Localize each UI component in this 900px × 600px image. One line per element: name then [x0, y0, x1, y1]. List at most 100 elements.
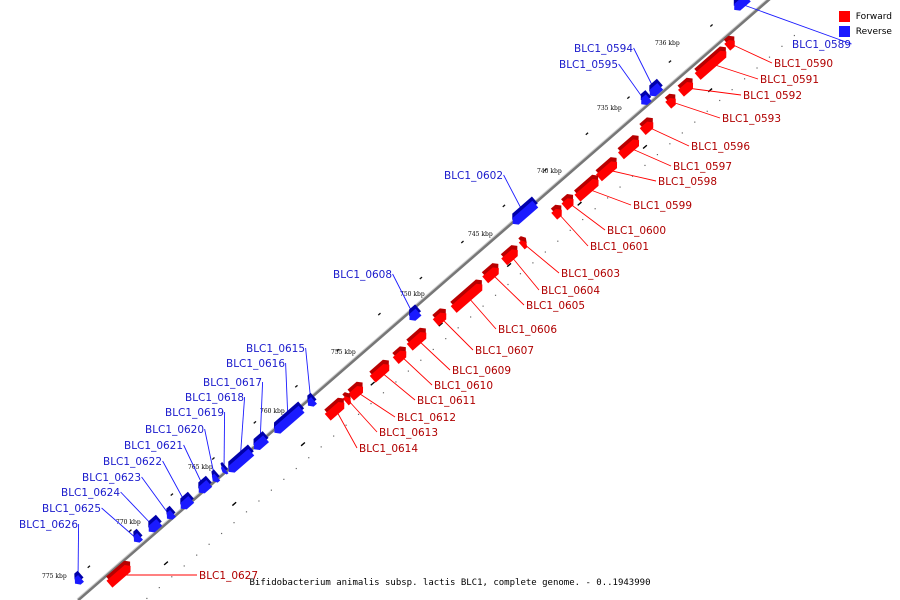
- gene-blc1-0618[interactable]: [223, 444, 256, 476]
- gene-blc1-0589[interactable]: [729, 0, 753, 13]
- gene-label-blc1-0618[interactable]: BLC1_0618: [185, 392, 244, 404]
- gene-blc1-0600[interactable]: [559, 191, 578, 211]
- gene-blc1-0601[interactable]: [549, 202, 567, 220]
- gene-blc1-0595[interactable]: [636, 90, 654, 108]
- gene-label-blc1-0627[interactable]: BLC1_0627: [199, 570, 258, 582]
- gene-label-blc1-0625[interactable]: BLC1_0625: [42, 503, 101, 515]
- gene-blc1-0612[interactable]: [346, 379, 368, 401]
- gene-label-blc1-0611[interactable]: BLC1_0611: [417, 395, 476, 407]
- gene-blc1-0623[interactable]: [162, 505, 178, 522]
- gene-blc1-0620[interactable]: [207, 469, 222, 484]
- gene-blc1-0611[interactable]: [367, 357, 394, 383]
- gene-blc1-0596[interactable]: [637, 115, 658, 135]
- gene-label-blc1-0615[interactable]: BLC1_0615: [246, 343, 305, 355]
- gene-label-blc1-0603[interactable]: BLC1_0603: [561, 268, 620, 280]
- gene-blc1-0590[interactable]: [722, 33, 740, 51]
- gene-label-blc1-0608[interactable]: BLC1_0608: [333, 269, 392, 281]
- gene-blc1-0624[interactable]: [143, 514, 164, 535]
- gene-blc1-0597[interactable]: [616, 132, 644, 160]
- gene-blc1-0614[interactable]: [322, 395, 349, 421]
- gene-label-blc1-0626[interactable]: BLC1_0626: [19, 519, 78, 531]
- gene-label-blc1-0616[interactable]: BLC1_0616: [226, 358, 285, 370]
- minor-tick: [694, 121, 696, 123]
- gene-label-blc1-0598[interactable]: BLC1_0598: [658, 176, 717, 188]
- gene-label-blc1-0609[interactable]: BLC1_0609: [452, 365, 511, 377]
- gene-label-blc1-0590[interactable]: BLC1_0590: [774, 58, 833, 70]
- minor-tick: [607, 197, 609, 199]
- gene-blc1-0615[interactable]: [303, 392, 319, 409]
- gene-label-blc1-0591[interactable]: BLC1_0591: [760, 74, 819, 86]
- tick-layer: 736 kbp 735 kbp 740 kbp 745 kbp 750 kbp 755 k…: [42, 40, 713, 580]
- gene-label-blc1-0601[interactable]: BLC1_0601: [590, 241, 649, 253]
- gene-label-blc1-0600[interactable]: BLC1_0600: [607, 225, 666, 237]
- gene-blc1-0602[interactable]: [507, 196, 540, 228]
- tick-label: 770 kbp: [116, 519, 141, 526]
- gene-label-blc1-0621[interactable]: BLC1_0621: [124, 440, 183, 452]
- gene-blc1-0594[interactable]: [644, 78, 665, 99]
- gene-blc1-0609[interactable]: [404, 325, 431, 351]
- gene-label-blc1-0612[interactable]: BLC1_0612: [397, 412, 456, 424]
- gene-blc1-0599[interactable]: [572, 172, 603, 202]
- gene-label-blc1-0595[interactable]: BLC1_0595: [559, 59, 618, 71]
- gene-label-blc1-0594[interactable]: BLC1_0594: [574, 43, 633, 55]
- gene-label-blc1-0596[interactable]: BLC1_0596: [691, 141, 750, 153]
- gene-blc1-0603[interactable]: [516, 234, 531, 250]
- gene-blc1-0608[interactable]: [404, 304, 423, 323]
- gene-blc1-0625[interactable]: [129, 528, 145, 545]
- gene-label-blc1-0617[interactable]: BLC1_0617: [203, 377, 262, 389]
- minor-tick: [171, 576, 173, 578]
- gene-blc1-0605[interactable]: [480, 260, 504, 284]
- legend-reverse: Reverse: [838, 24, 892, 39]
- gene-blc1-0606[interactable]: [448, 277, 487, 313]
- gene-blc1-0598[interactable]: [594, 154, 622, 182]
- gene-label-blc1-0589[interactable]: BLC1_0589: [792, 39, 851, 51]
- gene-label-blc1-0614[interactable]: BLC1_0614: [359, 443, 418, 455]
- backbone-layer: [76, 0, 771, 600]
- gene-label-blc1-0597[interactable]: BLC1_0597: [673, 161, 732, 173]
- minor-tick: [382, 392, 385, 394]
- leader-line: [671, 101, 721, 119]
- gene-label-blc1-0599[interactable]: BLC1_0599: [633, 200, 692, 212]
- gene-label-blc1-0619[interactable]: BLC1_0619: [165, 407, 224, 419]
- gene-label-blc1-0607[interactable]: BLC1_0607: [475, 345, 534, 357]
- minor-tick: [196, 554, 198, 556]
- minor-tick: [532, 262, 534, 264]
- gene-label-blc1-0602[interactable]: BLC1_0602: [444, 170, 503, 182]
- gene-blc1-0592[interactable]: [676, 75, 698, 97]
- gene-blc1-0613[interactable]: [340, 390, 355, 406]
- minor-tick: [507, 283, 509, 286]
- gene-label-blc1-0592[interactable]: BLC1_0592: [743, 90, 802, 102]
- gene-blc1-0610[interactable]: [390, 344, 411, 364]
- gene-label-blc1-0610[interactable]: BLC1_0610: [434, 380, 493, 392]
- gene-blc1-0593[interactable]: [663, 91, 681, 109]
- minor-tick: [294, 384, 298, 388]
- gene-blc1-0619[interactable]: [217, 462, 230, 476]
- gene-label-blc1-0624[interactable]: BLC1_0624: [61, 487, 120, 499]
- tick-label: 740 kbp: [537, 168, 562, 175]
- minor-tick: [128, 529, 132, 533]
- gene-blc1-0621[interactable]: [193, 475, 214, 496]
- leader-line: [607, 169, 657, 182]
- leader-line: [730, 43, 773, 64]
- gene-arrow: [406, 332, 427, 351]
- gene-label-blc1-0605[interactable]: BLC1_0605: [526, 300, 585, 312]
- leader-line: [101, 507, 138, 540]
- minor-tick: [146, 597, 148, 600]
- gene-label-blc1-0593[interactable]: BLC1_0593: [722, 113, 781, 125]
- gene-blc1-0607[interactable]: [430, 306, 451, 326]
- gene-blc1-0627[interactable]: [104, 558, 135, 588]
- gene-blc1-0616[interactable]: [269, 401, 306, 437]
- leader-line: [356, 391, 396, 418]
- gene-blc1-0626[interactable]: [70, 570, 86, 587]
- gene-blc1-0604[interactable]: [499, 242, 523, 266]
- gene-blc1-0622[interactable]: [175, 491, 196, 512]
- gene-label-blc1-0620[interactable]: BLC1_0620: [145, 424, 204, 436]
- gene-label-blc1-0613[interactable]: BLC1_0613: [379, 427, 438, 439]
- gene-label-blc1-0622[interactable]: BLC1_0622: [103, 456, 162, 468]
- gene-label-blc1-0604[interactable]: BLC1_0604: [541, 285, 600, 297]
- gene-blc1-0591[interactable]: [692, 44, 731, 80]
- gene-label-blc1-0623[interactable]: BLC1_0623: [82, 472, 141, 484]
- gene-blc1-0617[interactable]: [249, 431, 271, 453]
- gene-label-blc1-0606[interactable]: BLC1_0606: [498, 324, 557, 336]
- minor-tick: [233, 522, 235, 524]
